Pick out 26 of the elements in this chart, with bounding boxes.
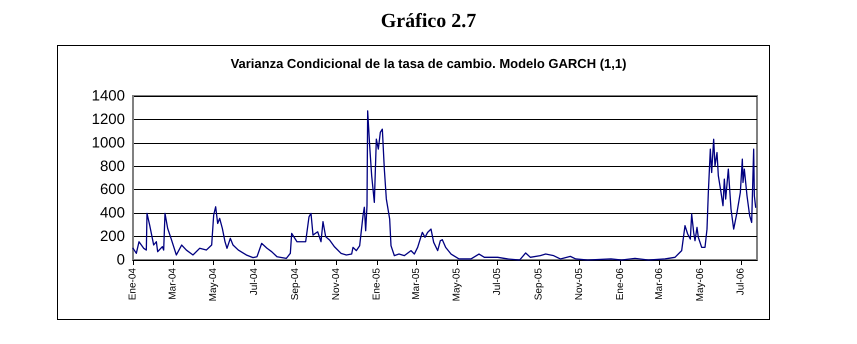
y-tick-label: 200 [100,228,125,246]
chart-subtitle: Varianza Condicional de la tasa de cambio. Modelo GARCH (1,1) [230,56,626,71]
x-tick-label: May-06 [694,268,706,302]
y-tick-label: 800 [100,158,125,175]
y-tick-label: 1000 [92,134,125,152]
chart-title: Gráfico 2.7 [380,10,476,32]
x-tick-label: Jul-06 [736,268,746,296]
x-tick-label: Nov-05 [574,268,586,300]
x-tick-label: Jul-05 [492,268,504,296]
x-tick-label: May-05 [452,268,462,302]
y-tick-label: 1200 [92,110,125,128]
x-tick-label: Ene-06 [614,268,626,300]
x-tick-label: Mar-06 [654,268,666,300]
x-tick-label: Jul-04 [248,268,260,296]
x-tick-label: Ene-04 [128,268,138,300]
x-tick-label: Nov-04 [330,268,342,300]
y-tick-label: 0 [116,252,125,268]
x-tick-label: Ene-05 [372,268,382,300]
x-tick-label: Mar-05 [410,268,422,300]
y-tick-label: 1400 [92,88,125,104]
y-tick-label: 600 [100,181,125,198]
x-tick-label: Sep-04 [290,268,302,300]
x-tick-label: Mar-04 [168,268,178,300]
x-tick-label: Sep-05 [534,268,544,300]
x-tick-label: May-04 [208,268,220,302]
y-tick-label: 400 [100,204,125,222]
